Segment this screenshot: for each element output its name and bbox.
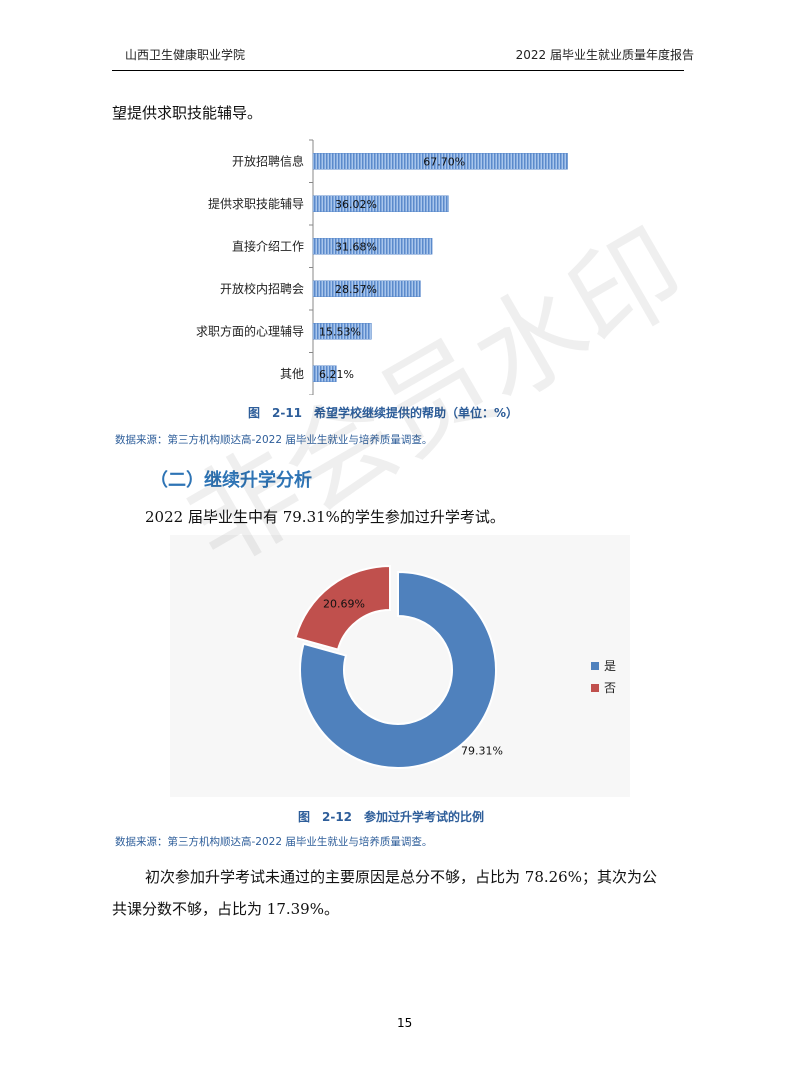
header-divider bbox=[112, 70, 684, 71]
exam-paragraph: 2022 届毕业生中有 79.31%的学生参加过升学考试。 bbox=[145, 508, 505, 526]
help-bar-chart: 开放招聘信息 67.70% 提供求职技能辅导 36.02% 直接介绍工作 31.68% 开放… bbox=[196, 139, 568, 395]
section-title: （二）继续升学分析 bbox=[150, 470, 312, 491]
intro-line: 望提供求职技能辅导。 bbox=[112, 104, 263, 122]
bar-value-label: 6.21% bbox=[319, 368, 354, 381]
bar-category-label: 直接介绍工作 bbox=[232, 238, 304, 253]
bar bbox=[312, 153, 568, 170]
bar-category-label: 求职方面的心理辅导 bbox=[196, 323, 304, 338]
bar-category-label: 提供求职技能辅导 bbox=[208, 196, 304, 211]
bar bbox=[312, 280, 421, 297]
reason-paragraph-line2: 共课分数不够，占比为 17.39%。 bbox=[112, 900, 339, 918]
bar bbox=[312, 365, 337, 382]
exam-donut-chart: 79.31% 20.69% 是否 bbox=[170, 535, 630, 797]
donut-slice bbox=[294, 564, 391, 651]
bar-category-label: 开放校内招聘会 bbox=[220, 281, 304, 296]
chart1-source: 数据来源：第三方机构顺达高-2022 届毕业生就业与培养质量调查。 bbox=[115, 434, 433, 446]
chart1-caption: 图 2-11 希望学校继续提供的帮助（单位：%） bbox=[248, 406, 519, 420]
reason-paragraph-line1: 初次参加升学考试未通过的主要原因是总分不够，占比为 78.26%；其次为公 bbox=[145, 868, 657, 886]
bar-value-label: 15.53% bbox=[319, 325, 361, 338]
legend-label: 是 bbox=[604, 659, 616, 673]
bar-category-label: 开放招聘信息 bbox=[232, 153, 304, 168]
legend-swatch bbox=[591, 684, 599, 692]
header-left: 山西卫生健康职业学院 bbox=[125, 48, 246, 62]
donut-slice bbox=[299, 570, 497, 769]
bar-value-label: 31.68% bbox=[335, 240, 377, 253]
donut-value-label: 20.69% bbox=[323, 597, 365, 610]
chart2-source: 数据来源：第三方机构顺达高-2022 届毕业生就业与培养质量调查。 bbox=[115, 836, 433, 848]
bar-value-label: 28.57% bbox=[335, 283, 377, 296]
bar-value-label: 36.02% bbox=[335, 198, 377, 211]
donut-value-label: 79.31% bbox=[461, 745, 503, 758]
bar bbox=[312, 238, 433, 255]
bar bbox=[312, 323, 372, 340]
legend-label: 否 bbox=[604, 681, 616, 695]
bar-value-label: 67.70% bbox=[423, 155, 465, 168]
header-right: 2022 届毕业生就业质量年度报告 bbox=[515, 48, 694, 62]
page-number: 15 bbox=[397, 1016, 413, 1030]
legend-swatch bbox=[591, 662, 599, 670]
bar-category-label: 其他 bbox=[280, 367, 304, 381]
bar bbox=[312, 195, 449, 212]
chart2-caption: 图 2-12 参加过升学考试的比例 bbox=[298, 810, 485, 824]
